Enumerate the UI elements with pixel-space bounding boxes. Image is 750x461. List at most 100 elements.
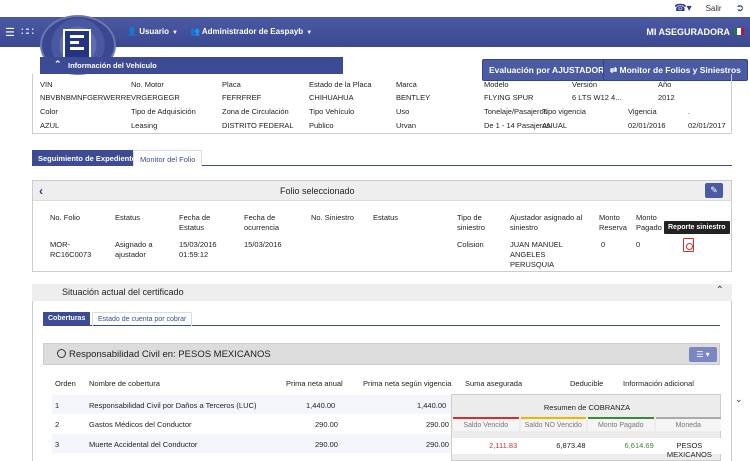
mexico-flag-icon [734, 28, 744, 35]
cobranza-title: Resumen de COBRANZA [543, 403, 631, 412]
rc-title: Responsabilidad Civil en: PESOS MEXICANO… [69, 349, 271, 360]
tab-estado-cuenta[interactable]: Estado de cuenta por cobrar [92, 312, 193, 326]
label-color: Color [40, 107, 58, 116]
options-menu-button[interactable]: ☰ ▾ [689, 347, 717, 362]
apps-grid-icon[interactable]: ∷∷ [21, 26, 34, 38]
cell-vigencia: 290.00 [426, 440, 449, 449]
val-no-folio[interactable]: MOR-RC16C0073 [50, 240, 92, 259]
cell-anual: 290.00 [315, 420, 338, 429]
val-monto-pagado: 6,614.69 [624, 441, 654, 450]
logo-icon [63, 29, 91, 59]
hdr-no-folio: No. Folio [50, 213, 81, 222]
col-monto-pagado: Monto Pagado [588, 417, 654, 431]
cell-anual: 1,440.00 [306, 401, 336, 410]
situacion-body [32, 301, 732, 461]
cell-orden: 2 [55, 420, 60, 429]
cell-orden: 1 [55, 401, 60, 410]
tab-monitor-folio[interactable]: Monitor del Folio [133, 150, 203, 166]
label-tonelaje: Tonelaje/Pasajeros [484, 107, 548, 116]
tab-seguimiento[interactable]: Seguimiento de Expediente [32, 150, 142, 166]
reporte-tooltip: Reporte siniestro [664, 221, 730, 234]
value-zona: DISTRITO FEDERAL [222, 121, 294, 130]
label-zona: Zona de Circulación [222, 107, 289, 116]
nav-administrador[interactable]: 👥 Administrador de Easpayb ▼ [189, 27, 313, 36]
chevron-down-icon[interactable]: ⌄ [735, 394, 743, 404]
value-tonelaje: De 1 - 14 Pasajeros [484, 121, 551, 130]
cell-orden: 3 [55, 440, 60, 449]
phone-icon[interactable]: ☎▾ [674, 3, 692, 14]
value-modelo: FLYING SPUR [484, 93, 534, 102]
val-estatus: Asignado a ajustador [115, 240, 153, 259]
col-saldo-no-vencido: Saldo NO Vencido [520, 417, 586, 431]
label-marca: Marca [396, 80, 417, 89]
label-tipo-vehiculo: Tipo Vehículo [309, 107, 355, 116]
value-vigencia-inicio: 02/01/2016 [628, 121, 666, 130]
val-saldo-vencido: 2,111.83 [489, 441, 518, 450]
cell-nombre: Muerte Accidental del Conductor [89, 440, 198, 449]
label-vigencia: Vigencia [628, 107, 657, 116]
pdf-icon[interactable] [683, 238, 694, 252]
value-tipo-vigencia: ANUAL [542, 121, 568, 130]
tab-coberturas[interactable]: Coberturas [43, 312, 91, 326]
val-moneda: PESOS MEXICANOS [666, 441, 712, 459]
salir-link[interactable]: Salir [705, 4, 722, 13]
label-placa: Placa [222, 80, 241, 89]
exit-icon[interactable]: ➲ [735, 3, 744, 14]
value-vin: NBVBNBMNFGERWERRE [40, 93, 132, 102]
situacion-title: Situación actual del certificado [62, 287, 184, 297]
col-nombre: Nombre de cobertura [89, 379, 160, 388]
value-marca: BENTLEY [396, 93, 431, 102]
value-estado-placa: CHIHUAHUA [309, 93, 354, 102]
value-adquisicion: Leasing [131, 121, 158, 130]
label-estado-placa: Estado de la Placa [309, 80, 372, 89]
col-orden: Orden [55, 379, 76, 388]
navbar: ☰ ∷∷ 👤 Usuario ▼ 👥 Administrador de Easpa… [0, 15, 750, 75]
hdr-monto-pagado: Monto Pagado [636, 213, 662, 232]
vehicle-info-box: VIN No. Motor Placa Estado de la Placa M… [32, 74, 732, 134]
situacion-header[interactable]: Situación actual del certificado ⌃ [32, 284, 732, 301]
value-uso: Urvan [396, 121, 417, 130]
chevron-up-icon: ⌃ [54, 59, 62, 69]
cell-vigencia: 1,440.00 [417, 401, 447, 410]
monitor-folios-button[interactable]: ⇄ Monitor de Folios y Siniestros [603, 59, 748, 81]
label-anio: Año [658, 80, 672, 89]
col-moneda: Moneda [655, 417, 721, 431]
value-anio: 2012 [658, 93, 675, 102]
edit-button[interactable]: ✎ [705, 183, 723, 198]
main-tabs: Seguimiento de Expediente Monitor del Fo… [32, 150, 732, 166]
back-icon[interactable]: ‹ [39, 184, 43, 198]
cobranza-panel: Resumen de COBRANZA Saldo Vencido Saldo … [451, 394, 722, 461]
hdr-fecha-ocurrencia: Fecha de ocurrencia [244, 213, 280, 232]
val-fecha-ocurrencia: 15/03/2016 [244, 240, 282, 249]
hdr-estatus: Estatus [115, 213, 141, 222]
col-prima-anual: Prima neta anual [286, 379, 343, 388]
cell-nombre: Responsabilidad Civil por Daños a Tercer… [89, 401, 257, 410]
folio-header: ‹ Folio seleccionado ✎ [33, 181, 731, 201]
col-suma: Suma asegurada [465, 379, 523, 388]
label-modelo: Modelo [484, 80, 509, 89]
val-fecha-estatus: 15/03/2016 01:59:12 [179, 240, 217, 259]
val-monto-pagado: 0 [636, 240, 641, 249]
chevron-up-icon[interactable]: ⌃ [715, 285, 724, 296]
top-bar: ☎▾ Salir ➲ [0, 0, 750, 17]
value-version: 6 LTS W12 4... [572, 93, 622, 102]
label-version: Versión [572, 80, 598, 89]
val-monto-reserva: 0 [601, 240, 606, 249]
table-row[interactable]: 2 Gastos Médicos del Conductor 290.00 29… [52, 414, 720, 433]
value-placa: FEFRFREF [222, 93, 262, 102]
folio-title: Folio seleccionado [280, 186, 355, 196]
value-motor: VRGERGEGR [131, 93, 180, 102]
cell-vigencia: 290.00 [426, 420, 449, 429]
val-saldo-no-vencido: 6,873.48 [556, 441, 586, 450]
value-color: AZUL [40, 121, 60, 130]
value-vigencia-fin: 02/01/2017 [688, 121, 726, 130]
nav-usuario[interactable]: 👤 Usuario ▼ [127, 27, 178, 36]
hamburger-icon[interactable]: ☰ [5, 27, 15, 39]
vehicle-info-header[interactable]: ⌃ Información del Vehículo [40, 57, 343, 74]
val-tipo-siniestro: Colision [457, 240, 484, 249]
cell-anual: 290.00 [315, 440, 338, 449]
label-uso: Uso [396, 107, 410, 116]
hdr-estatus-siniestro: Estatus [373, 213, 399, 222]
hdr-tipo-siniestro: Tipo de siniestro [457, 213, 485, 232]
val-ajustador: JUAN MANUEL ANGELES PERUSQUIA [510, 240, 563, 269]
